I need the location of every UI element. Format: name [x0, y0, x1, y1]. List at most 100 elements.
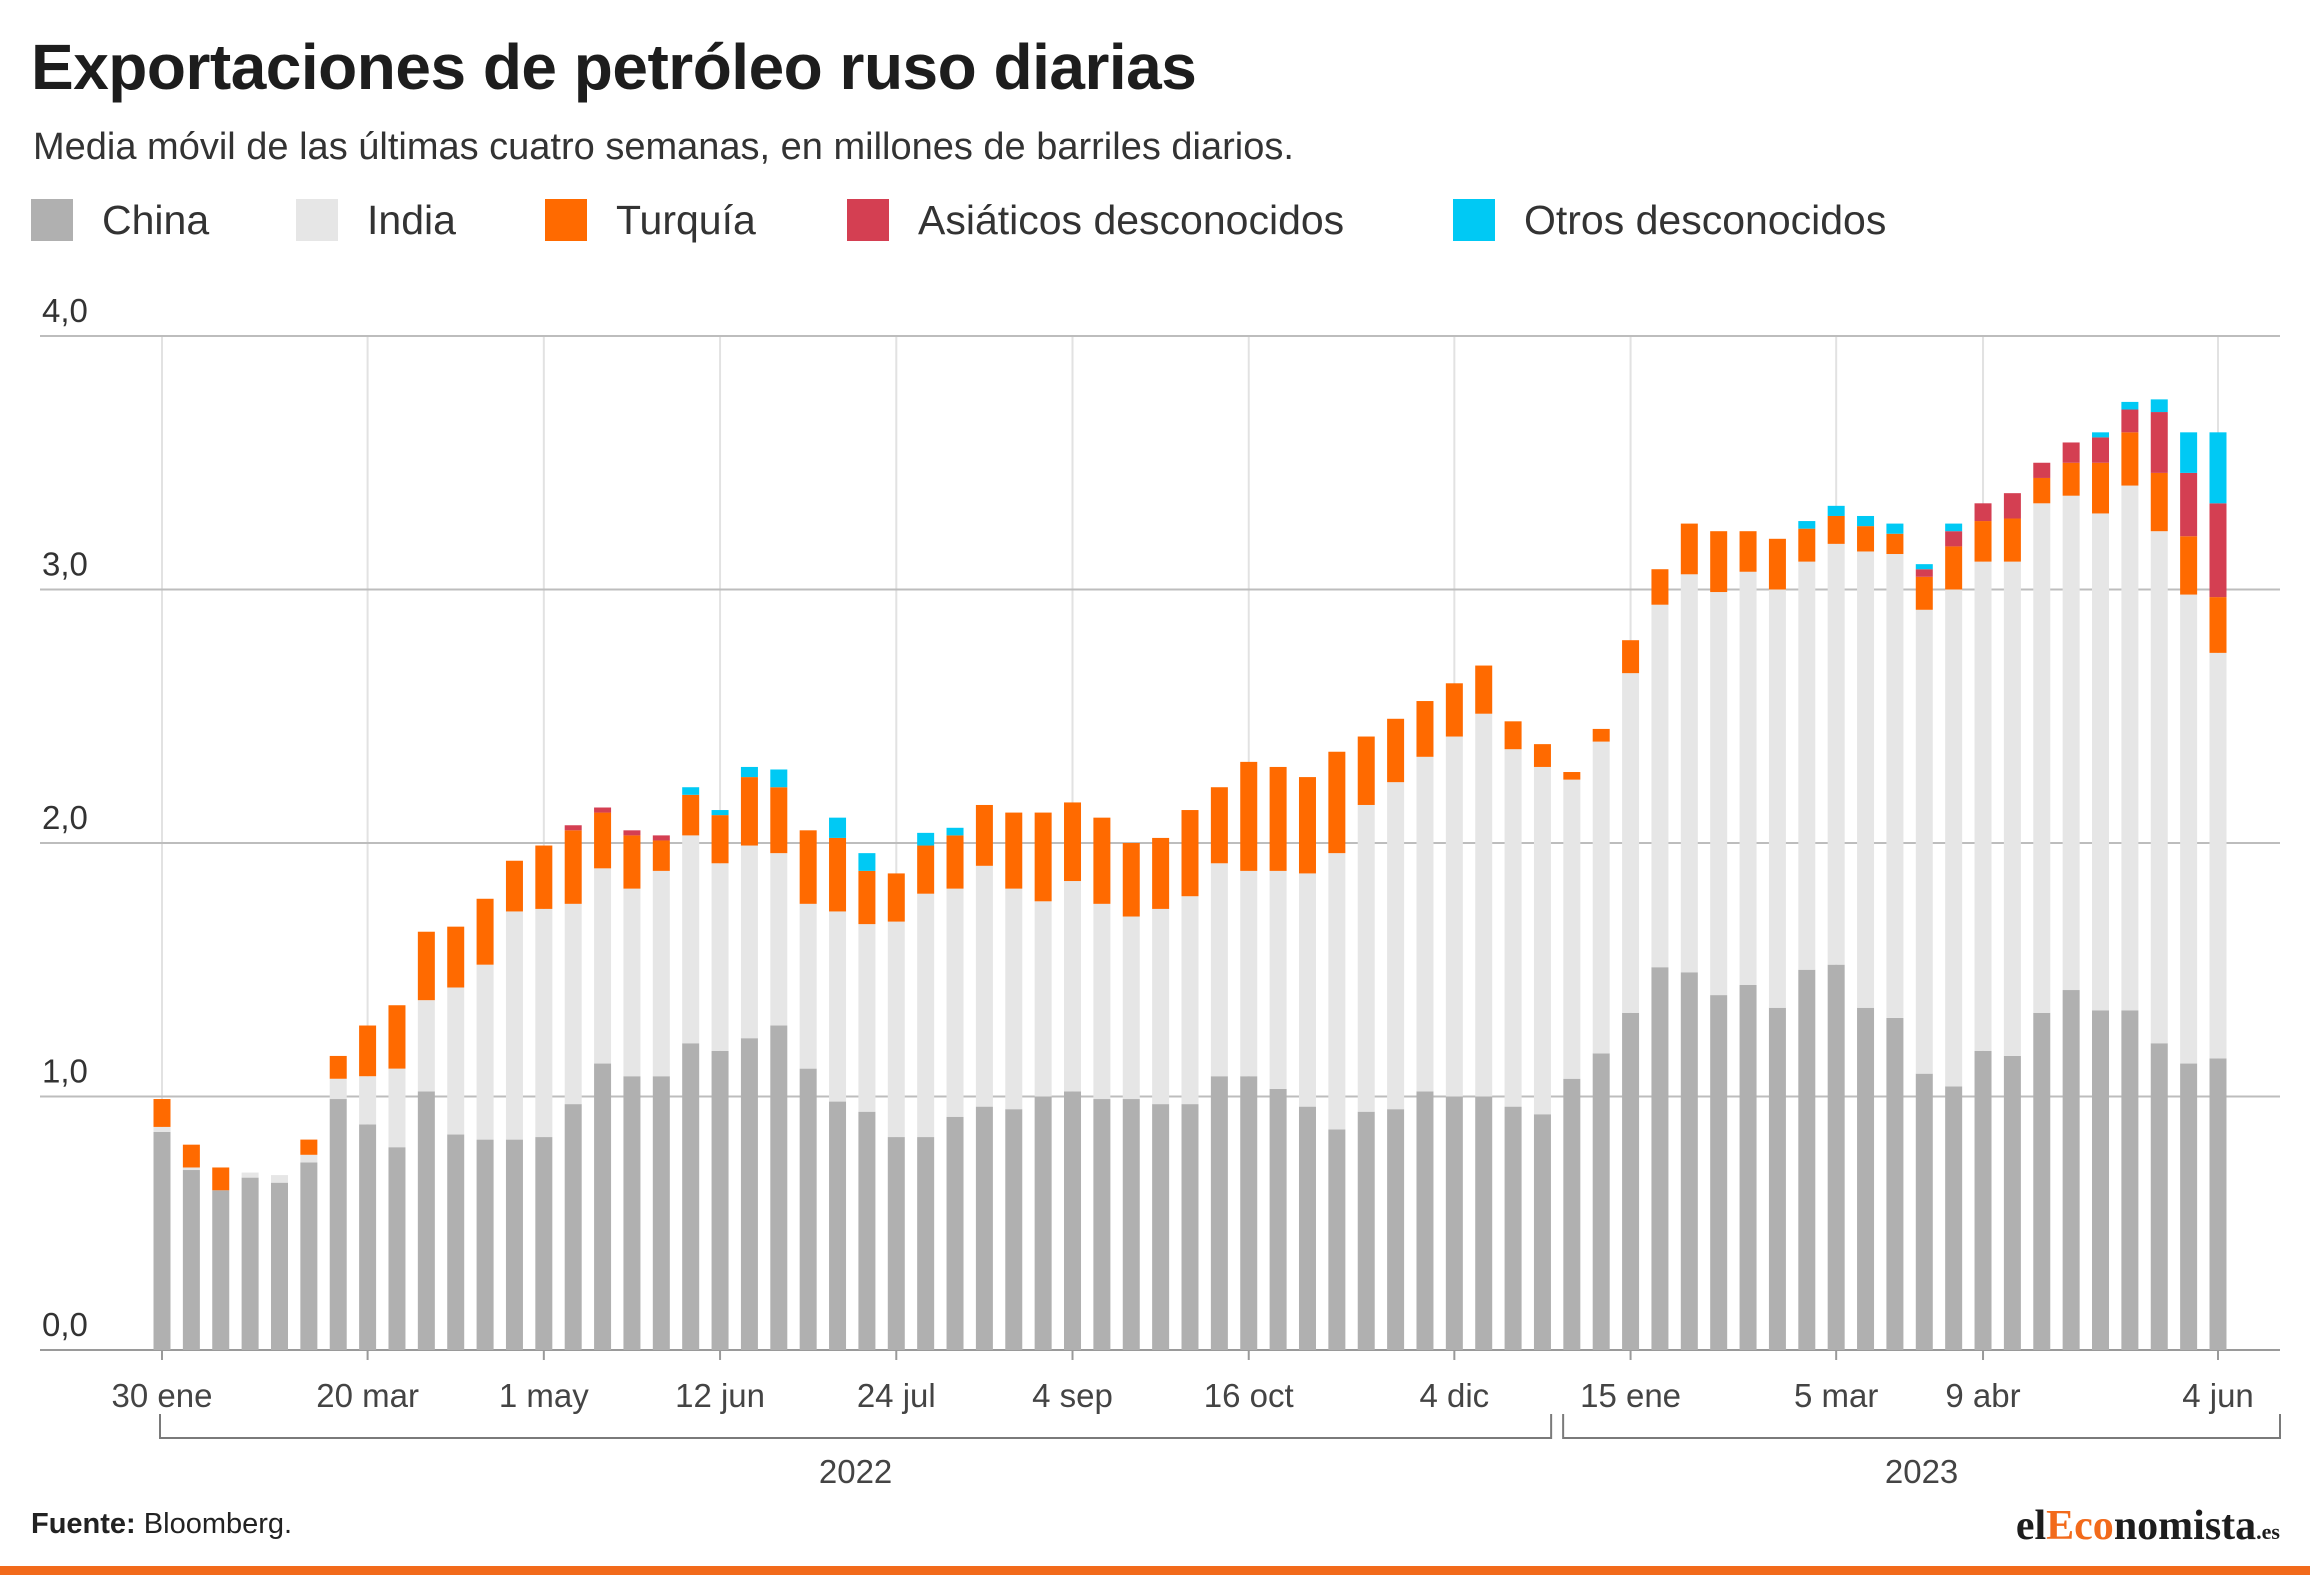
bar-segment-turquia	[1592, 728, 1610, 742]
chart-title: Exportaciones de petróleo ruso diarias	[31, 31, 1197, 103]
stacked-bar-chart: 0,0 1,0 2,0 3,0 4,0 30 ene 20 mar 1 may 12 jun 24…	[40, 292, 2281, 1490]
bar-segment-turquia	[1739, 531, 1757, 572]
bar-segment-turquia	[212, 1167, 230, 1191]
bar-segment-turquia	[1298, 777, 1316, 874]
bar-segment-india	[623, 888, 641, 1077]
bar-segment-india	[1945, 589, 1963, 1087]
bar-segment-asiaticos-desconocidos	[594, 807, 612, 813]
bar-segment-china	[975, 1106, 993, 1350]
bar-segment-china	[1093, 1099, 1111, 1350]
bar-segment-india	[2033, 503, 2051, 1013]
bar-segment-turquia	[1122, 843, 1140, 917]
bar-segment-otros-desconocidos	[2121, 401, 2139, 410]
bar-segment-china	[1886, 1017, 1904, 1350]
legend-label-asiaticos-desconocidos: Asiáticos desconocidos	[918, 196, 1345, 243]
bar-segment-india	[829, 911, 847, 1102]
bar-segment-india	[1298, 873, 1316, 1107]
bar-segment-china	[1768, 1007, 1786, 1350]
bar-segment-india	[300, 1154, 318, 1163]
bar-segment-india	[2121, 485, 2139, 1011]
x-tick-label: 5 mar	[1794, 1377, 1878, 1414]
bar-segment-india	[1328, 853, 1346, 1130]
bar-segment-china	[1387, 1109, 1405, 1350]
bar-segment-india	[858, 924, 876, 1112]
bar-segment-turquia	[2033, 477, 2051, 504]
legend-label-turquia: Turquía	[616, 196, 756, 243]
bar-segment-india	[2062, 495, 2080, 991]
bar-segment-otros-desconocidos	[740, 766, 758, 778]
bar-segment-turquia	[594, 812, 612, 869]
bar-segment-india	[359, 1076, 377, 1125]
bar-segment-india	[1093, 903, 1111, 1100]
bar-segment-turquia	[1416, 701, 1434, 757]
bar-segment-china	[1034, 1096, 1052, 1350]
bar-segment-turquia	[359, 1025, 377, 1077]
year-bracket	[159, 1414, 1553, 1439]
source-text: Bloomberg.	[143, 1508, 293, 1540]
bar-segment-china	[1416, 1091, 1434, 1350]
bar-segment-turquia	[799, 830, 817, 904]
bar-segment-china	[1064, 1091, 1082, 1350]
bar-segment-asiaticos-desconocidos	[652, 835, 670, 841]
legend-swatch-india	[296, 199, 338, 241]
bar-segment-china	[1122, 1099, 1140, 1350]
bar-segment-turquia	[1857, 526, 1875, 552]
bar-segment-china	[1269, 1088, 1287, 1350]
bar-segment-china	[887, 1137, 905, 1350]
bar-segment-china	[505, 1139, 523, 1350]
bar-segment-india	[1739, 571, 1757, 985]
bar-segment-china	[740, 1038, 758, 1350]
logo-part-el: el	[2015, 1503, 2047, 1549]
x-tick-label: 24 jul	[857, 1377, 936, 1414]
bar-segment-india	[1240, 870, 1258, 1077]
bar-segment-china	[1622, 1012, 1640, 1350]
bar-segment-india	[887, 921, 905, 1138]
bar-segment-otros-desconocidos	[2150, 399, 2168, 413]
legend-label-otros-desconocidos: Otros desconocidos	[1524, 196, 1887, 243]
bar-segment-india	[447, 987, 465, 1135]
bar-segment-india	[652, 870, 670, 1077]
bar-segment-turquia	[1005, 812, 1023, 889]
bar-segment-india	[1680, 574, 1698, 973]
bar-segment-china	[1739, 984, 1757, 1350]
bar-segment-india	[1181, 896, 1199, 1105]
bar-segment-china	[1651, 967, 1669, 1350]
bar-segment-india	[770, 853, 788, 1026]
bar-segment-india	[1387, 782, 1405, 1110]
bar-segment-asiaticos-desconocidos	[2092, 437, 2110, 463]
bar-segment-india	[1886, 554, 1904, 1018]
bar-segment-otros-desconocidos	[711, 810, 729, 816]
bar-segment-turquia	[682, 794, 700, 836]
bar-segment-india	[2003, 561, 2021, 1056]
bar-segment-china	[946, 1116, 964, 1350]
bar-segment-turquia	[1210, 787, 1228, 864]
bar-segment-turquia	[887, 873, 905, 922]
year-label: 2022	[819, 1453, 892, 1490]
bar-segment-asiaticos-desconocidos	[1974, 503, 1992, 522]
bar-segment-china	[1945, 1086, 1963, 1350]
bar-segment-china	[2180, 1063, 2198, 1350]
bar-segment-turquia	[1034, 812, 1052, 902]
y-tick-label: 0,0	[42, 1306, 88, 1343]
bar-segment-turquia	[623, 835, 641, 889]
bar-segment-china	[270, 1182, 288, 1350]
bar-segment-asiaticos-desconocidos	[2062, 442, 2080, 463]
bar-segment-india	[505, 911, 523, 1140]
bar-segment-turquia	[975, 804, 993, 866]
bar-segment-turquia	[1328, 751, 1346, 854]
x-tick-label: 15 ene	[1580, 1377, 1681, 1414]
y-tick-label: 1,0	[42, 1053, 88, 1090]
bar-segment-china	[1563, 1078, 1581, 1350]
bar-segment-turquia	[1269, 766, 1287, 871]
bar-segment-turquia	[1152, 837, 1170, 909]
bar-segment-india	[1269, 870, 1287, 1089]
bar-segment-turquia	[1798, 528, 1816, 562]
bar-segment-otros-desconocidos	[770, 769, 788, 788]
bar-segment-india	[476, 964, 494, 1140]
bar-segment-india	[1445, 736, 1463, 1097]
bar-segment-otros-desconocidos	[946, 827, 964, 836]
x-tick-label: 16 oct	[1204, 1377, 1294, 1414]
bar-segment-india	[2209, 652, 2227, 1059]
bar-segment-india	[2092, 513, 2110, 1011]
bar-segment-turquia	[300, 1139, 318, 1155]
